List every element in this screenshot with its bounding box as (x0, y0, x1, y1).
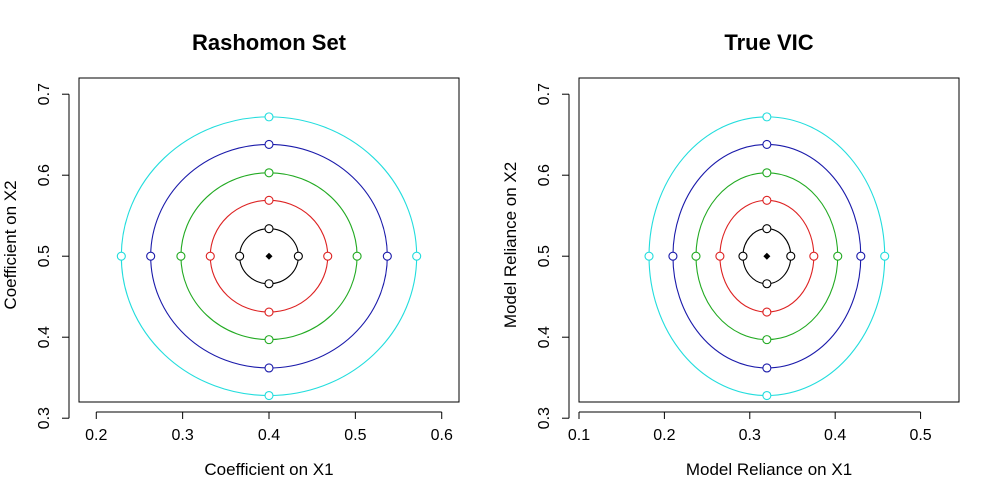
level-1-point (738, 251, 748, 261)
level-2-point (715, 251, 725, 261)
level-3-point (176, 251, 186, 261)
level-3-point (264, 335, 274, 345)
x-tick-label: 0.3 (172, 427, 194, 444)
level-4-point (146, 251, 156, 261)
y-tick-label: 0.4 (36, 326, 53, 348)
y-tick-label: 0.7 (536, 83, 553, 105)
x-tick-label: 0.1 (568, 427, 590, 444)
level-2-point (809, 251, 819, 261)
y-tick-label: 0.6 (536, 164, 553, 186)
x-tick-label: 0.6 (431, 427, 453, 444)
level-5-point (762, 390, 772, 401)
level-5-point (264, 112, 274, 122)
level-1-point (264, 224, 274, 234)
level-1-point (264, 279, 274, 289)
level-2-point (205, 251, 215, 261)
level-3-point (833, 251, 843, 261)
center-point (265, 252, 273, 260)
level-3-point (762, 335, 772, 345)
true-vic-panel: True VIC Model Reliance on X1 Model Reli… (501, 30, 960, 479)
level-1-point (235, 251, 245, 261)
y-tick-label: 0.7 (36, 83, 53, 105)
x-axis: 0.2 0.3 0.4 0.5 0.6 (85, 411, 453, 444)
plot-frame (78, 77, 460, 403)
y-tick-label: 0.5 (536, 245, 553, 267)
y-tick-label: 0.6 (36, 164, 53, 186)
level-2-point (264, 195, 274, 205)
plot-area (644, 112, 890, 401)
level-5-point (762, 112, 772, 122)
level-1-point (762, 224, 772, 234)
y-axis-label: Coefficient on X2 (1, 180, 20, 309)
level-3-point (691, 251, 701, 261)
level-4-point (762, 363, 772, 373)
level-4-point (762, 139, 772, 149)
x-axis: 0.1 0.2 0.3 0.4 0.5 (568, 411, 932, 444)
x-tick-label: 0.2 (653, 427, 675, 444)
y-axis: 0.3 0.4 0.5 0.6 0.7 (36, 83, 70, 429)
level-2-point (762, 307, 772, 317)
level-4-point (668, 251, 678, 261)
y-axis: 0.3 0.4 0.5 0.6 0.7 (536, 83, 570, 429)
level-5-point (644, 251, 654, 261)
level-1-point (762, 279, 772, 289)
y-tick-label: 0.5 (36, 245, 53, 267)
level-1-point (293, 251, 303, 261)
rashomon-set-panel: Rashomon Set Coefficient on X1 Coefficie… (1, 30, 460, 479)
chart-title: Rashomon Set (192, 30, 347, 55)
x-tick-label: 0.3 (739, 427, 761, 444)
level-1-point (786, 251, 796, 261)
level-4-point (856, 251, 866, 261)
x-axis-label: Coefficient on X1 (204, 460, 333, 479)
level-2-point (264, 307, 274, 317)
y-axis-label: Model Reliance on X2 (501, 162, 520, 328)
plot-area (116, 112, 422, 401)
chart-title: True VIC (724, 30, 813, 55)
level-5-point (880, 251, 890, 261)
x-tick-label: 0.5 (909, 427, 931, 444)
x-axis-label: Model Reliance on X1 (686, 460, 852, 479)
x-tick-label: 0.4 (824, 427, 846, 444)
level-3-point (264, 168, 274, 178)
x-tick-label: 0.2 (85, 427, 107, 444)
level-3-point (762, 168, 772, 178)
y-tick-label: 0.3 (536, 407, 553, 429)
level-3-point (352, 251, 362, 261)
level-5-point (412, 251, 422, 261)
x-tick-label: 0.5 (344, 427, 366, 444)
center-point (763, 252, 771, 260)
plot-frame (578, 77, 960, 403)
x-tick-label: 0.4 (258, 427, 280, 444)
y-tick-label: 0.4 (536, 326, 553, 348)
level-4-point (264, 363, 274, 373)
level-4-point (264, 139, 274, 149)
level-4-point (382, 251, 392, 261)
level-5-point (264, 390, 274, 401)
y-tick-label: 0.3 (36, 407, 53, 429)
level-2-point (762, 195, 772, 205)
level-2-point (323, 251, 333, 261)
level-5-point (116, 251, 126, 261)
